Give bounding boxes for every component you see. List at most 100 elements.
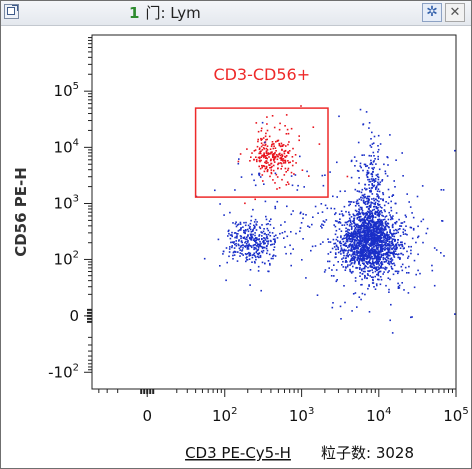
event-dot <box>361 242 363 244</box>
event-dot <box>331 247 334 250</box>
event-dot <box>415 241 417 244</box>
event-dot <box>267 260 270 262</box>
event-dot <box>373 206 375 208</box>
event-dot <box>341 264 343 266</box>
gate-label[interactable]: CD3-CD56+ <box>213 65 310 84</box>
event-dot <box>339 190 342 193</box>
gate-rectangle[interactable] <box>194 107 329 198</box>
event-dot <box>387 156 389 159</box>
event-dot <box>376 231 379 234</box>
event-dot <box>383 218 386 221</box>
event-dot <box>253 227 255 230</box>
event-dot <box>328 260 331 263</box>
event-dot <box>290 231 292 233</box>
event-dot <box>291 164 294 167</box>
event-dot <box>374 230 377 233</box>
event-dot <box>360 191 363 194</box>
event-dot <box>401 245 404 248</box>
event-dot <box>372 282 375 284</box>
event-dot <box>266 138 268 141</box>
event-dot <box>374 213 376 215</box>
event-dot <box>379 257 381 260</box>
event-dot <box>228 229 230 232</box>
event-dot <box>361 283 363 286</box>
x-axis-title[interactable]: CD3 PE-Cy5-H <box>185 444 291 462</box>
event-dot <box>284 246 286 248</box>
event-dot <box>390 216 392 218</box>
event-dot <box>310 249 312 252</box>
event-dot <box>340 230 343 232</box>
event-dot <box>247 230 250 233</box>
event-dot <box>240 227 242 230</box>
event-dot <box>362 123 364 126</box>
gear-icon[interactable]: ✲ <box>422 3 442 22</box>
event-dot <box>366 273 369 275</box>
event-dot <box>335 244 338 247</box>
event-dot <box>379 223 381 226</box>
event-dot <box>354 261 356 263</box>
event-dot <box>235 242 237 245</box>
event-dot <box>356 216 359 219</box>
event-dot <box>344 266 347 268</box>
event-dot <box>264 239 267 241</box>
event-dot <box>362 262 365 265</box>
event-dot <box>377 134 380 137</box>
event-dot <box>354 165 356 167</box>
event-dot <box>258 244 260 247</box>
event-dot <box>387 244 390 247</box>
event-dot <box>384 236 386 239</box>
event-dot <box>392 194 395 196</box>
event-dot <box>368 254 370 256</box>
event-dot <box>370 240 373 243</box>
close-icon[interactable]: ✕ <box>445 3 465 22</box>
event-dot <box>251 254 254 256</box>
event-dot <box>270 162 272 165</box>
event-dot <box>361 231 363 234</box>
event-dot <box>382 273 384 275</box>
event-dot <box>262 144 264 146</box>
event-dot <box>377 151 379 153</box>
event-dot <box>348 234 351 237</box>
event-dot <box>239 221 242 224</box>
event-dot <box>300 211 302 214</box>
event-dot <box>261 235 263 237</box>
event-dot <box>369 262 371 264</box>
event-dot <box>358 190 361 193</box>
event-dot <box>259 240 261 243</box>
event-dot <box>260 139 263 141</box>
event-dot <box>203 257 206 260</box>
event-dot <box>409 206 412 208</box>
event-dot <box>364 264 366 267</box>
event-dot <box>263 228 265 230</box>
event-dot <box>377 261 380 264</box>
event-dot <box>351 240 354 242</box>
event-dot <box>376 229 378 232</box>
event-dot <box>380 224 383 226</box>
event-dot <box>361 244 363 247</box>
event-dot <box>381 246 383 248</box>
expand-icon[interactable] <box>4 4 19 19</box>
event-dot <box>281 159 283 161</box>
event-dot <box>356 258 358 261</box>
event-dot <box>369 219 372 222</box>
event-dot <box>238 240 240 242</box>
event-dot <box>393 248 396 250</box>
event-dot <box>368 230 371 232</box>
y-axis-title[interactable]: CD56 PE-H <box>12 167 30 257</box>
plot-area[interactable] <box>91 34 457 390</box>
event-dot <box>360 240 363 242</box>
event-dot <box>369 225 372 227</box>
event-dot <box>286 181 289 183</box>
event-dot <box>295 232 297 235</box>
event-dot <box>354 230 357 233</box>
event-dot <box>236 235 238 237</box>
event-dot <box>361 292 364 295</box>
event-dot <box>397 270 400 273</box>
event-dot <box>348 217 351 220</box>
event-dot <box>386 240 389 242</box>
event-dot <box>266 235 268 238</box>
event-dot <box>243 229 245 232</box>
event-dot <box>371 193 374 195</box>
event-dot <box>324 174 326 176</box>
